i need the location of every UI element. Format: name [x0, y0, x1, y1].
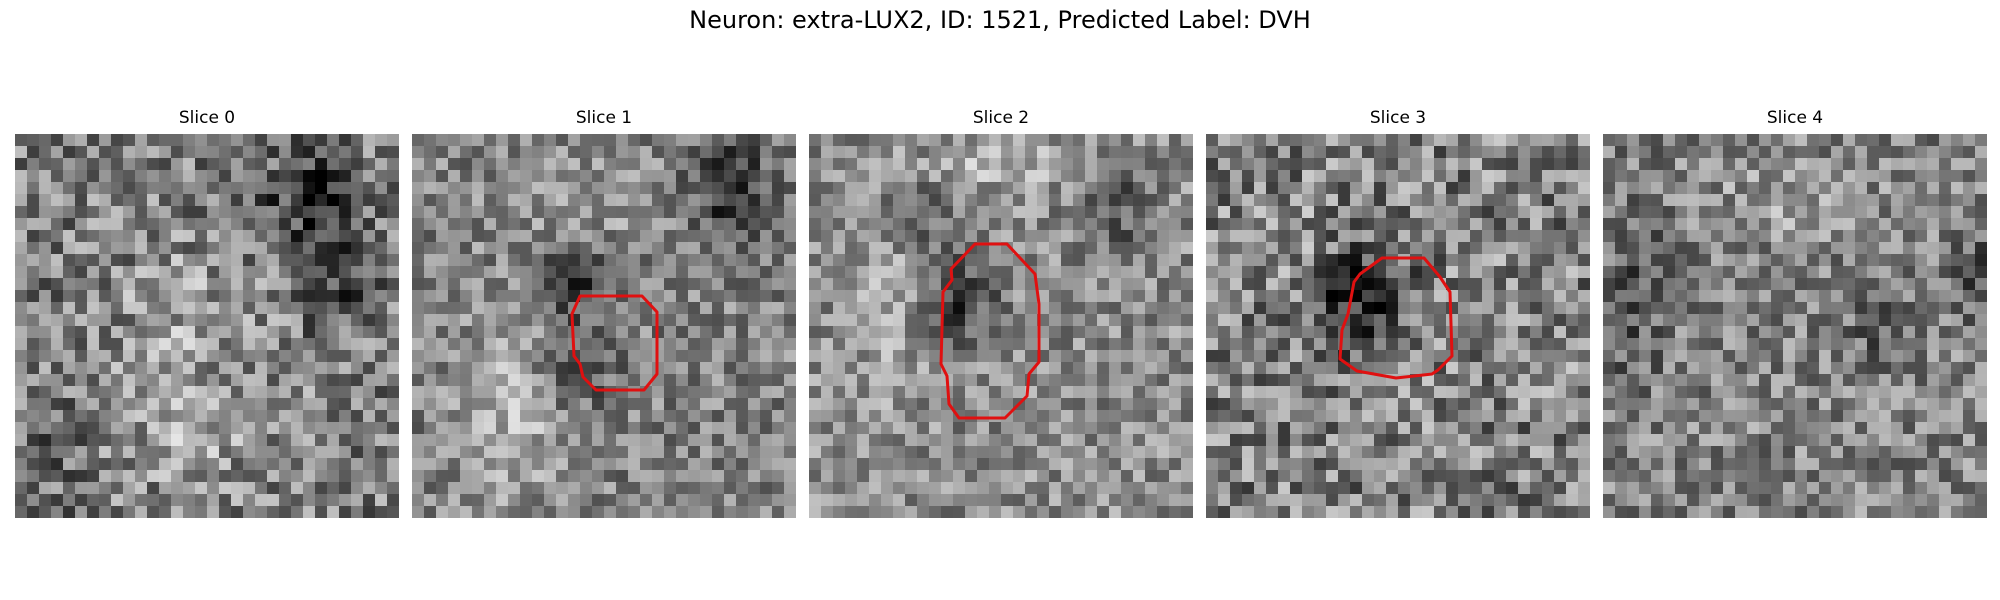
slice-3-image — [1206, 134, 1590, 518]
slice-4-label: Slice 4 — [1766, 108, 1824, 128]
slice-4-image — [1603, 134, 1987, 518]
slice-3-label: Slice 3 — [1369, 108, 1427, 128]
slice-2-image — [809, 134, 1193, 518]
slice-1-image — [412, 134, 796, 518]
slice-2-label: Slice 2 — [972, 108, 1030, 128]
slice-0-image — [15, 134, 399, 518]
figure-title: Neuron: extra-LUX2, ID: 1521, Predicted … — [689, 6, 1311, 34]
slice-0-label: Slice 0 — [178, 108, 236, 128]
slice-1-label: Slice 1 — [575, 108, 633, 128]
